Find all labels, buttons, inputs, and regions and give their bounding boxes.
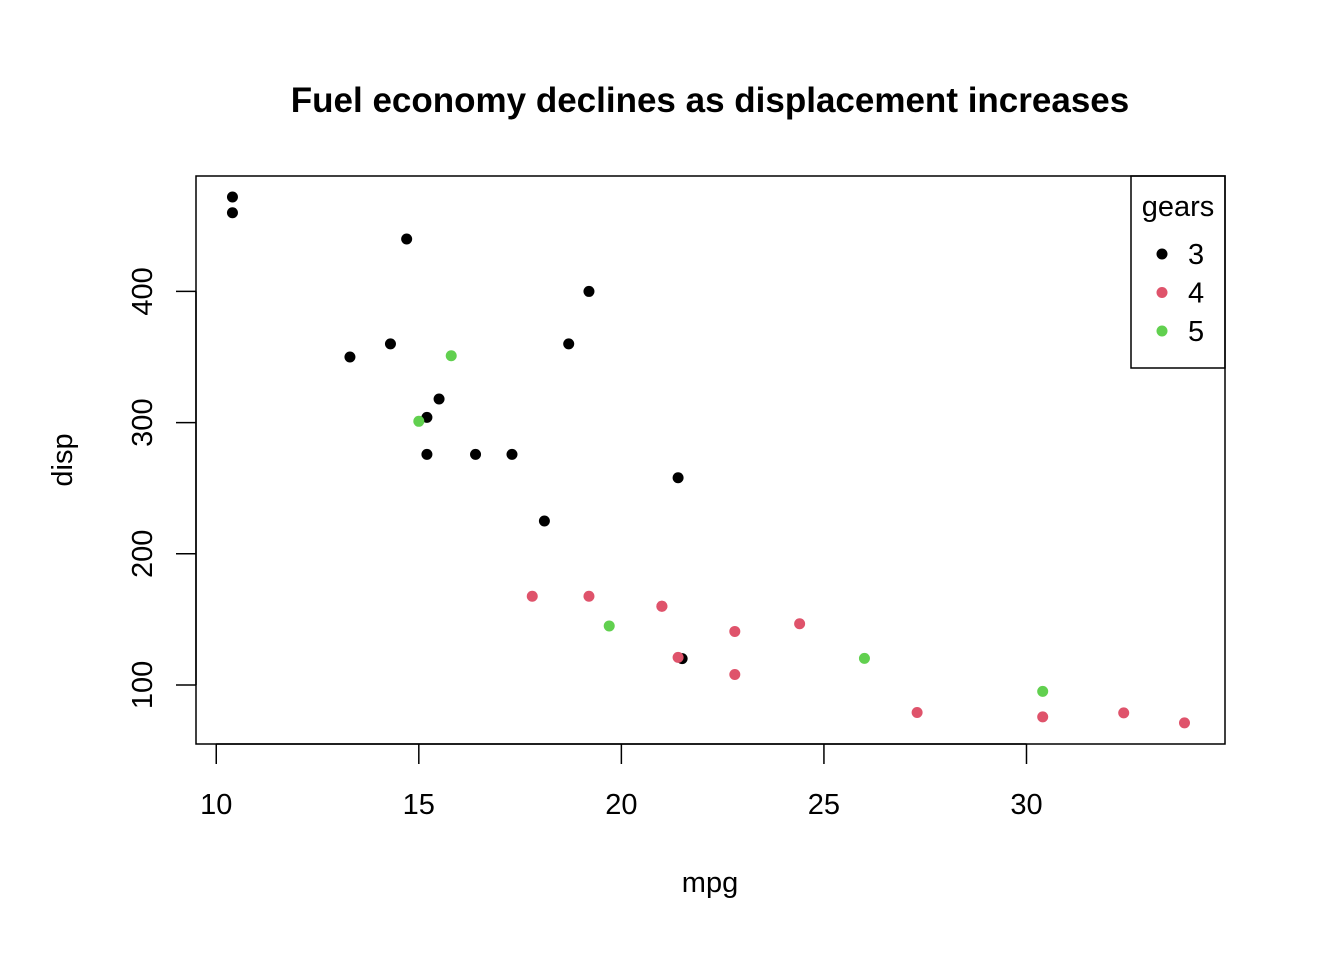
legend-title: gears bbox=[1142, 191, 1215, 223]
data-point-gear-4 bbox=[672, 651, 684, 663]
data-point-gear-4 bbox=[1118, 707, 1130, 719]
data-point-gear-3 bbox=[538, 515, 550, 527]
x-tick-label: 10 bbox=[200, 789, 232, 821]
data-point-gear-3 bbox=[583, 285, 595, 297]
data-point-gear-3 bbox=[433, 393, 445, 405]
data-point-gear-5 bbox=[1037, 685, 1049, 697]
data-point-gear-3 bbox=[401, 233, 413, 245]
chart-title: Fuel economy declines as displacement in… bbox=[291, 81, 1129, 120]
plot-frame bbox=[195, 175, 1226, 745]
y-tick-label: 100 bbox=[127, 661, 159, 709]
x-tick-label: 20 bbox=[605, 789, 637, 821]
x-tick-label: 30 bbox=[1010, 789, 1042, 821]
legend-marker-gear-5 bbox=[1156, 325, 1168, 337]
data-point-gear-3 bbox=[470, 448, 482, 460]
x-tick-label: 25 bbox=[808, 789, 840, 821]
data-point-gear-5 bbox=[858, 652, 870, 664]
legend: gears 3 4 5 bbox=[1130, 175, 1226, 369]
y-axis: 100 200 300 400 bbox=[127, 267, 197, 709]
data-point-gear-4 bbox=[526, 590, 538, 602]
data-point-gear-3 bbox=[226, 207, 238, 219]
x-axis-label: mpg bbox=[682, 867, 738, 899]
legend-label-gear-5: 5 bbox=[1188, 316, 1204, 348]
data-point-gear-4 bbox=[794, 618, 806, 630]
data-point-gear-4 bbox=[583, 590, 595, 602]
data-point-gear-3 bbox=[421, 448, 433, 460]
data-point-gear-4 bbox=[656, 600, 668, 612]
x-axis: 10 15 20 25 30 bbox=[200, 743, 1043, 821]
x-tick-label: 15 bbox=[403, 789, 435, 821]
data-point-gear-3 bbox=[506, 448, 518, 460]
data-point-gear-5 bbox=[445, 350, 457, 362]
y-tick-label: 400 bbox=[127, 267, 159, 315]
legend-marker-gear-4 bbox=[1156, 287, 1168, 298]
data-point-gear-4 bbox=[729, 668, 741, 680]
data-point-gear-3 bbox=[672, 472, 684, 484]
data-point-gear-5 bbox=[413, 415, 425, 427]
data-point-gear-3 bbox=[344, 351, 356, 363]
legend-marker-gear-3 bbox=[1156, 248, 1168, 260]
data-points bbox=[226, 191, 1190, 729]
legend-label-gear-4: 4 bbox=[1188, 278, 1204, 310]
legend-label-gear-3: 3 bbox=[1188, 239, 1204, 271]
data-point-gear-4 bbox=[729, 625, 741, 637]
data-point-gear-4 bbox=[1037, 711, 1049, 723]
legend-box bbox=[1130, 175, 1226, 369]
y-axis-label: disp bbox=[47, 433, 79, 486]
data-point-gear-4 bbox=[1178, 717, 1190, 729]
data-point-gear-3 bbox=[384, 338, 396, 350]
data-point-gear-3 bbox=[226, 191, 238, 203]
data-point-gear-4 bbox=[911, 707, 923, 719]
data-point-gear-5 bbox=[603, 620, 615, 632]
y-tick-label: 200 bbox=[127, 530, 159, 578]
y-tick-label: 300 bbox=[127, 398, 159, 446]
data-point-gear-3 bbox=[563, 338, 575, 350]
